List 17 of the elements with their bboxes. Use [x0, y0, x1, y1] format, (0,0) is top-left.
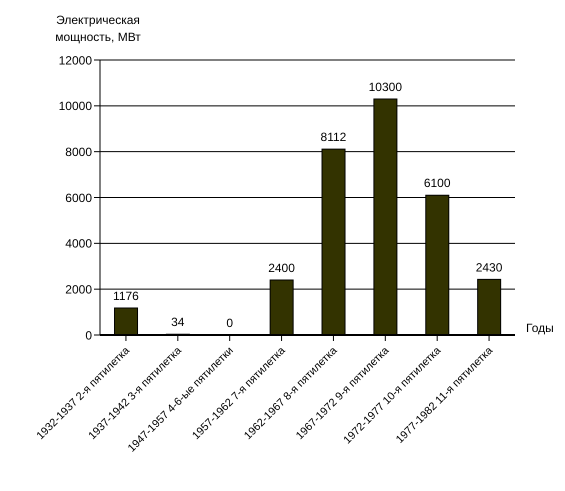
y-tick-label: 0: [85, 328, 92, 342]
y-tick-label: 6000: [65, 190, 92, 205]
data-label: 2430: [476, 260, 503, 274]
y-tick-label: 2000: [65, 282, 92, 296]
data-label: 8112: [320, 130, 347, 144]
y-axis-title: Электрическая мощность, МВт: [54, 12, 142, 46]
data-label: 10300: [368, 80, 402, 94]
x-axis-title: Годы: [526, 321, 554, 335]
data-label: 0: [226, 316, 234, 330]
data-label: 34: [171, 315, 185, 330]
y-tick-label: 10000: [58, 99, 92, 114]
y-tick-label: 4000: [65, 236, 92, 251]
data-label: 1176: [113, 289, 140, 304]
data-label: 2400: [268, 261, 296, 275]
y-tick-label: 8000: [65, 144, 92, 159]
data-label: 6100: [424, 176, 451, 190]
y-tick-label: 12000: [58, 53, 92, 68]
